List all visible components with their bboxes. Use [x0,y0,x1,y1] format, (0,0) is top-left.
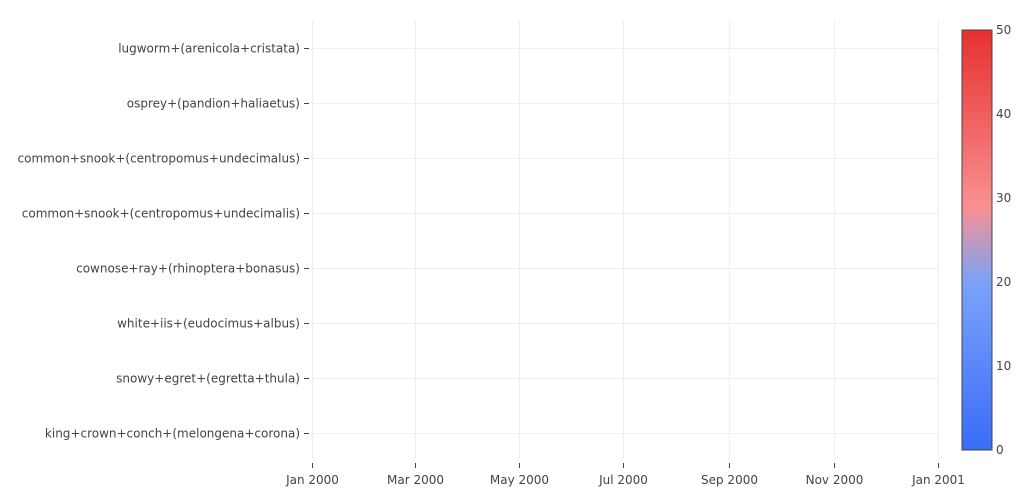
x-tick-label: Nov 2000 [806,473,864,487]
y-tick-label: osprey+(pandion+haliaetus) [127,97,300,111]
colorbar-tick-label: 20 [996,275,1011,289]
colorbar: 0 10 20 30 40 50 [961,23,1011,457]
colorbar-tick-label: 0 [996,443,1004,457]
y-tick-label: common+snook+(centropomus+undecimalus) [18,152,300,166]
colorbar-tick-label: 10 [996,359,1011,373]
y-tick-label: cownose+ray+(rhinoptera+bonasus) [76,262,300,276]
colorbar-tick-label: 50 [996,23,1011,37]
y-tick-label: white+iis+(eudocimus+albus) [117,317,300,331]
plot-area: Jan 2000 Mar 2000 May 2000 Jul 2000 Sep 2000… [18,20,965,487]
x-tick-label: May 2000 [490,473,549,487]
x-tick-label: Sep 2000 [701,473,758,487]
x-tick-label: Jul 2000 [598,473,648,487]
y-tick-label: snowy+egret+(egretta+thula) [116,372,300,386]
x-tick-label: Jan 2000 [285,473,339,487]
colorbar-gradient [961,29,993,451]
colorbar-tick-label: 30 [996,191,1011,205]
y-tick-label: king+crown+conch+(melongena+corona) [45,427,300,441]
y-tick-label: common+snook+(centropomus+undecimalis) [22,207,300,221]
x-tick-label: Mar 2000 [387,473,444,487]
y-tick-label: lugworm+(arenicola+cristata) [118,42,300,56]
x-tick-label: Jan 2001 [911,473,965,487]
colorbar-tick-label: 40 [996,107,1011,121]
